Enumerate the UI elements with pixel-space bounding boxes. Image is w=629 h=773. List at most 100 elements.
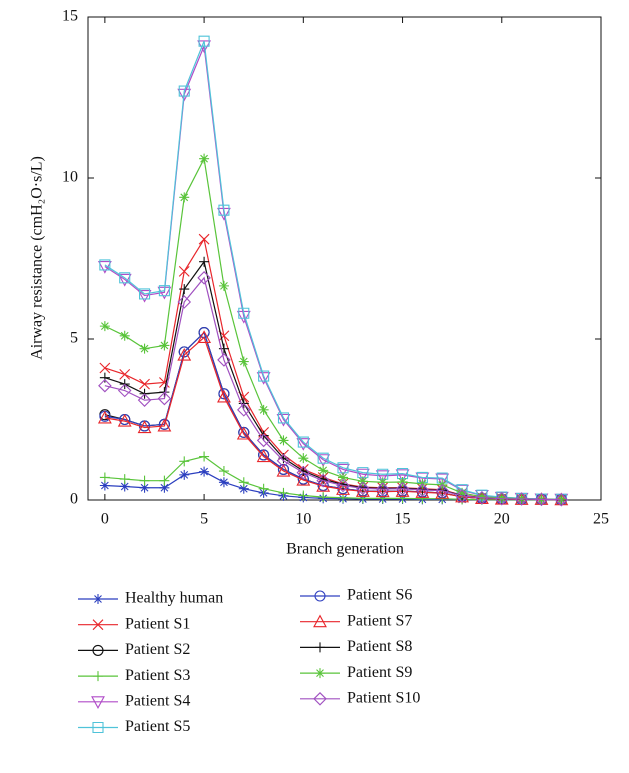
marker: [218, 477, 229, 488]
marker: [198, 35, 210, 47]
marker: [91, 696, 105, 709]
marker: [357, 467, 369, 479]
marker: [99, 480, 110, 491]
marker: [436, 472, 448, 484]
legend-label: Patient S10: [347, 689, 420, 706]
marker: [297, 436, 309, 448]
marker: [415, 485, 430, 498]
series: [98, 271, 569, 507]
marker: [375, 482, 390, 496]
marker: [217, 389, 231, 403]
marker: [496, 493, 507, 504]
marker: [199, 153, 210, 164]
marker: [157, 391, 172, 406]
marker: [199, 466, 210, 477]
marker: [258, 370, 270, 382]
marker: [336, 478, 350, 493]
marker: [435, 483, 450, 498]
series-line: [104, 43, 562, 500]
marker: [395, 484, 410, 497]
marker: [277, 412, 290, 424]
marker: [317, 452, 329, 464]
y-tick-label: 5: [70, 330, 78, 347]
marker: [256, 449, 271, 463]
marker: [99, 321, 110, 332]
marker: [238, 307, 250, 319]
series: [97, 40, 569, 507]
marker: [298, 490, 309, 501]
marker: [159, 482, 170, 493]
legend-label: Patient S6: [347, 587, 412, 604]
legend-label: Patient S5: [125, 718, 190, 735]
marker: [313, 614, 327, 628]
marker: [457, 487, 468, 498]
marker: [415, 472, 430, 486]
marker: [159, 340, 170, 351]
marker: [218, 204, 230, 216]
marker: [236, 426, 251, 440]
marker: [494, 491, 509, 506]
marker: [296, 472, 311, 486]
marker: [238, 483, 249, 494]
marker: [137, 420, 152, 434]
marker: [179, 192, 190, 203]
marker: [99, 362, 111, 374]
series-line: [104, 156, 562, 500]
marker: [396, 468, 409, 480]
marker: [177, 347, 192, 361]
marker: [258, 404, 269, 415]
series: [99, 153, 567, 505]
marker: [237, 403, 251, 417]
marker: [177, 295, 192, 309]
marker: [337, 462, 349, 474]
y-axis-label: Airway resistance (cmH₂O·s/L): [29, 156, 46, 360]
marker: [316, 479, 331, 492]
marker: [377, 468, 389, 480]
marker: [256, 433, 271, 448]
y-tick-label: 0: [70, 491, 78, 508]
marker: [159, 377, 170, 388]
marker: [218, 388, 230, 400]
marker: [119, 369, 131, 380]
series-line: [104, 40, 562, 500]
series-line: [104, 276, 562, 501]
marker: [395, 469, 410, 483]
marker: [534, 492, 549, 507]
marker: [395, 481, 410, 496]
marker: [218, 280, 229, 291]
legend-label: Patient S7: [347, 612, 412, 629]
marker: [415, 483, 430, 497]
marker: [318, 492, 329, 503]
marker: [92, 721, 104, 734]
marker: [318, 465, 329, 476]
marker: [476, 491, 487, 502]
marker: [357, 476, 368, 487]
marker: [178, 265, 190, 277]
marker: [258, 483, 269, 494]
marker: [475, 490, 489, 505]
marker: [313, 692, 327, 706]
marker: [179, 456, 190, 467]
marker: [296, 465, 311, 480]
marker: [139, 288, 151, 300]
marker: [139, 378, 150, 390]
marker: [355, 468, 370, 482]
marker: [435, 486, 450, 499]
x-axis-label: Branch generation: [286, 541, 404, 558]
marker: [338, 472, 349, 483]
marker: [93, 671, 103, 682]
marker: [99, 372, 110, 383]
marker: [179, 469, 190, 480]
marker: [315, 668, 325, 679]
marker: [256, 372, 271, 385]
marker: [139, 343, 150, 354]
marker: [298, 453, 309, 464]
marker: [139, 475, 150, 486]
legend-label: Patient S4: [125, 692, 190, 709]
marker: [198, 233, 210, 245]
marker: [276, 453, 291, 468]
marker: [514, 492, 529, 506]
marker: [93, 594, 103, 604]
marker: [139, 482, 150, 493]
